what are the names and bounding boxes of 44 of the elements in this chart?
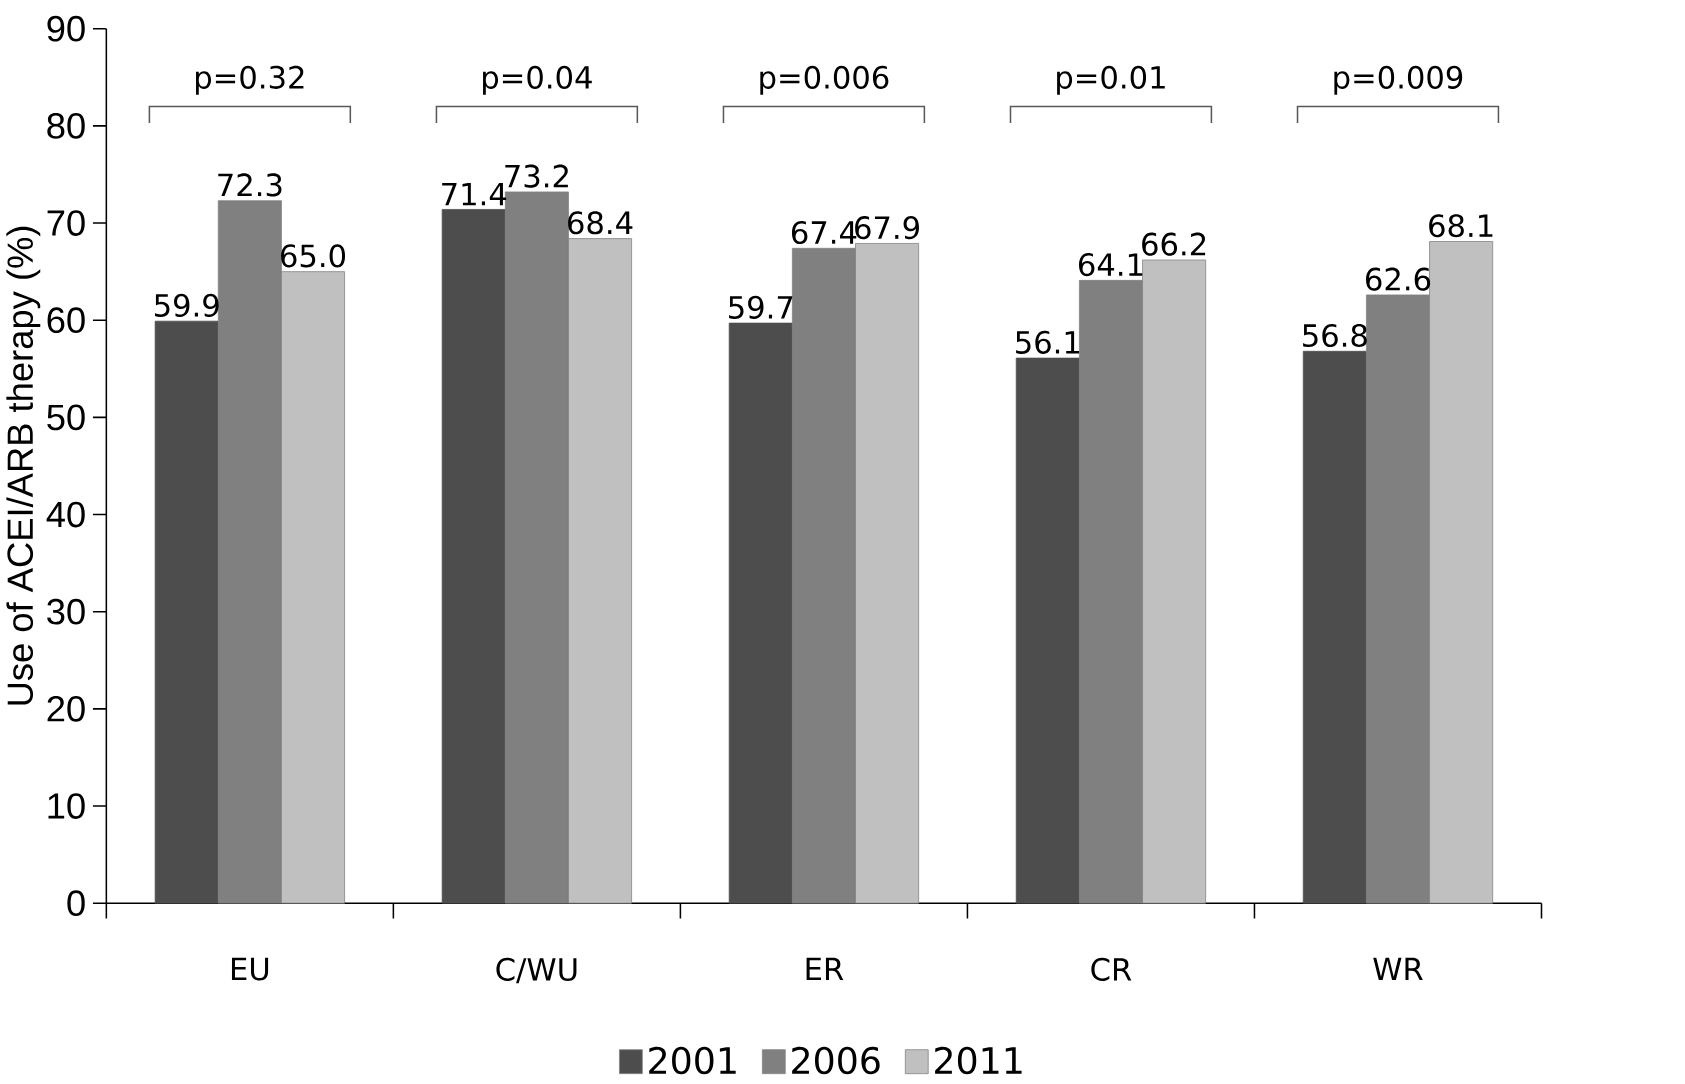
y-tick-label: 90 <box>47 15 85 42</box>
annotation: p=0.006 <box>760 65 889 95</box>
y-tick-label: 30 <box>47 598 85 625</box>
annotation: p=0.32 <box>196 65 304 95</box>
legend-label: 2011 <box>935 1046 1022 1075</box>
data-label: 68.4 <box>568 211 633 235</box>
y-tick-label: 50 <box>47 404 85 431</box>
legend-label: 2001 <box>649 1046 736 1075</box>
annotation: p=0.04 <box>483 65 592 95</box>
data-label: 62.6 <box>1366 267 1431 291</box>
bar <box>441 208 506 904</box>
y-axis-title: Use of ACEI/ARB therapy (%) <box>6 226 41 705</box>
bar <box>728 322 793 904</box>
data-label: 59.7 <box>729 295 793 319</box>
data-label: 72.3 <box>218 173 282 197</box>
data-label: 59.9 <box>155 293 219 317</box>
annotation: p=0.01 <box>1057 65 1165 95</box>
data-label: 71.4 <box>442 182 507 206</box>
y-tick-label: 70 <box>47 210 85 236</box>
y-tick-label: 20 <box>47 695 85 722</box>
x-tick-label: C/WU <box>496 957 577 984</box>
legend-label: 2006 <box>792 1046 880 1075</box>
data-label: 56.1 <box>1016 330 1080 354</box>
data-label: 65.0 <box>281 244 346 268</box>
bar <box>1015 357 1080 904</box>
y-tick-label: 40 <box>46 501 85 528</box>
data-label: 67.4 <box>791 220 857 244</box>
data-label: 64.1 <box>1079 252 1143 277</box>
x-tick-label: ER <box>806 957 844 980</box>
x-tick-label: CR <box>1091 957 1132 981</box>
data-label: 66.2 <box>1142 232 1206 256</box>
y-tick-label: 10 <box>48 793 85 819</box>
y-tick-label: 80 <box>47 112 85 139</box>
x-tick-label: WR <box>1373 957 1423 980</box>
bar <box>1302 350 1367 904</box>
annotation: p=0.009 <box>1334 65 1463 95</box>
y-tick-label: 0 <box>67 890 85 916</box>
bar <box>154 320 219 904</box>
x-tick-label: EU <box>231 957 269 981</box>
data-label: 56.8 <box>1303 323 1367 347</box>
y-tick-label: 60 <box>47 307 85 333</box>
data-label: 67.9 <box>855 215 919 240</box>
data-label: 68.1 <box>1429 214 1493 238</box>
data-label: 73.2 <box>505 164 568 188</box>
